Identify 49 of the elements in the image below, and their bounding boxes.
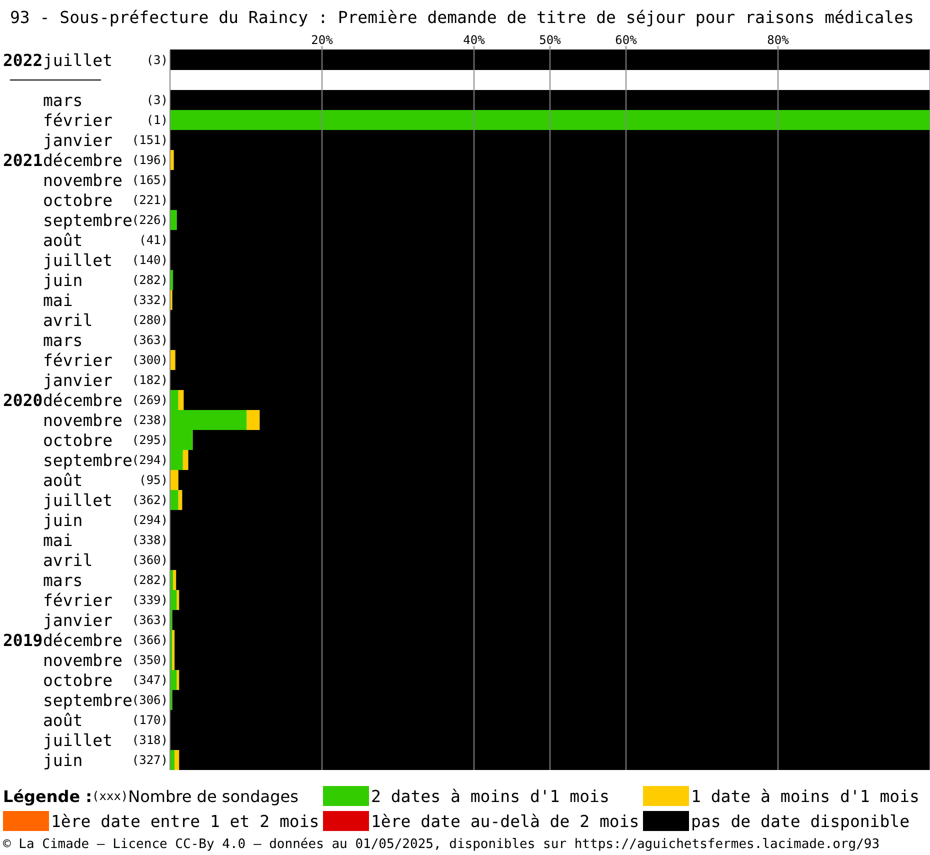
text: © La Cimade — Licence CC-By 4.0 — données au 01/05/2025, disponibles sur https://aguichetsfermes.lacimade.org/93: [3, 837, 880, 852]
y-tick-label: septembre(294): [43, 450, 168, 470]
category-label: 2022juillet (3): [3, 50, 168, 70]
legend-label: 1ère date au-delà de 2 mois: [371, 812, 640, 830]
y-tick-label: janvier (363): [43, 610, 168, 630]
y-tick-label: octobre (347): [43, 670, 168, 690]
x-tick-label: 20%: [311, 33, 334, 47]
x-tick-label: 60%: [615, 33, 638, 47]
legend-label: 1 date à moins d'1 mois: [691, 786, 920, 806]
x-tick-label: 80%: [767, 33, 790, 47]
category-label: août (95): [43, 470, 168, 490]
legend-label: pas de date disponible: [691, 812, 910, 830]
category-label: mars (363): [43, 330, 168, 350]
category-label: août (170): [43, 710, 168, 730]
legend-label: 1ère date entre 1 et 2 mois: [51, 812, 320, 830]
category-label: mars (3): [43, 90, 168, 110]
x-tick-label: 40%: [463, 33, 486, 47]
y-tick-label: juillet (318): [43, 730, 168, 750]
legend-title: Légende :: [3, 786, 92, 806]
y-tick-label: novembre (238): [43, 410, 168, 430]
y-tick-label: 2021décembre (196): [3, 150, 168, 170]
category-label: avril (360): [43, 550, 168, 570]
y-tick-label: janvier (151): [43, 130, 168, 150]
y-tick-label: septembre(226): [43, 210, 168, 230]
category-label: février (1): [43, 110, 168, 130]
x-tick-label: 50%: [539, 33, 562, 47]
category-label: mai (332): [43, 290, 168, 310]
category-label: mars (282): [43, 570, 168, 590]
y-tick-label: juillet (140): [43, 250, 168, 270]
chart-title: 93 - Sous-préfecture du Raincy : Première demande de titre de séjour pour raisons médicales: [10, 8, 914, 27]
category-label: avril (280): [43, 310, 168, 330]
y-tick-label: novembre (165): [43, 170, 168, 190]
y-tick-label: février (339): [43, 590, 168, 610]
y-tick-label: 2019décembre (366): [3, 630, 168, 650]
y-tick-label: octobre (221): [43, 190, 168, 210]
y-tick-label: février (300): [43, 350, 168, 370]
y-tick-label: janvier (182): [43, 370, 168, 390]
y-tick-label: septembre(306): [43, 690, 168, 710]
y-tick-label: 2020décembre (269): [3, 390, 168, 410]
legend-label: 2 dates à moins d'1 mois: [371, 786, 610, 806]
text: (xxx)Nombre de sondages: [92, 786, 298, 806]
y-tick-label: novembre (350): [43, 650, 168, 670]
category-label: août (41): [43, 230, 168, 250]
category-label: juin (282): [43, 270, 168, 290]
y-tick-label: juillet (362): [43, 490, 168, 510]
category-label: juin (327): [43, 750, 168, 770]
category-label: juin (294): [43, 510, 168, 530]
category-label: mai (338): [43, 530, 168, 550]
y-tick-label: octobre (295): [43, 430, 168, 450]
